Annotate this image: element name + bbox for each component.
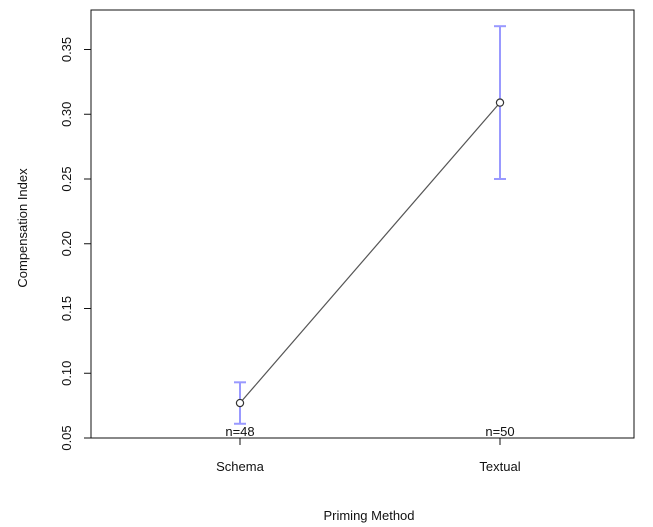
x-axis-label: Priming Method — [323, 508, 414, 523]
y-tick-label: 0.05 — [59, 425, 74, 450]
y-tick-label: 0.10 — [59, 361, 74, 386]
y-tick-label: 0.15 — [59, 296, 74, 321]
n-label: n=48 — [225, 424, 254, 439]
y-axis: 0.05 0.10 0.15 0.20 0.25 0.30 0.35 — [59, 37, 91, 451]
data-point — [235, 398, 245, 408]
data-point — [495, 98, 505, 107]
n-label: n=50 — [485, 424, 514, 439]
series-line — [235, 98, 505, 408]
y-tick-label: 0.20 — [59, 231, 74, 256]
n-labels: n=48 n=50 — [225, 424, 514, 439]
y-axis-label: Compensation Index — [15, 168, 30, 288]
y-tick-label: 0.30 — [59, 102, 74, 127]
x-tick-label: Textual — [479, 459, 520, 474]
x-axis: Schema Textual — [216, 437, 521, 474]
error-bars — [234, 25, 506, 425]
y-tick-label: 0.35 — [59, 37, 74, 62]
y-tick-label: 0.25 — [59, 166, 74, 191]
x-tick-label: Schema — [216, 459, 264, 474]
series-path — [239, 102, 501, 404]
plot-box — [90, 9, 635, 439]
